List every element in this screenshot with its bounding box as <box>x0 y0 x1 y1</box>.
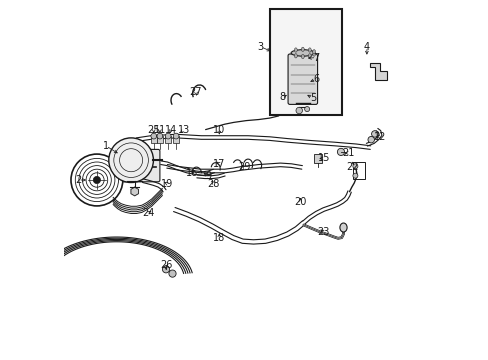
Text: 2: 2 <box>75 175 81 185</box>
Text: 20: 20 <box>293 197 306 207</box>
Bar <box>157 136 163 143</box>
Ellipse shape <box>308 48 310 52</box>
Circle shape <box>165 133 171 139</box>
Text: 11: 11 <box>153 125 166 135</box>
Text: 22: 22 <box>346 162 358 172</box>
Text: 4: 4 <box>363 42 369 52</box>
FancyBboxPatch shape <box>122 149 160 182</box>
Text: 8: 8 <box>279 92 285 102</box>
Text: 21: 21 <box>342 148 354 158</box>
Circle shape <box>304 107 309 112</box>
Text: 19: 19 <box>161 179 173 189</box>
Bar <box>165 136 171 143</box>
Text: 16: 16 <box>186 168 198 178</box>
Text: 3: 3 <box>257 42 263 52</box>
Ellipse shape <box>301 47 304 51</box>
Text: 29: 29 <box>238 162 250 172</box>
Circle shape <box>93 176 101 184</box>
Circle shape <box>337 148 344 156</box>
Text: 9: 9 <box>205 171 211 181</box>
Ellipse shape <box>290 50 314 56</box>
Ellipse shape <box>308 54 310 58</box>
Ellipse shape <box>301 54 304 59</box>
Ellipse shape <box>312 52 315 56</box>
Text: 7: 7 <box>313 53 319 63</box>
Bar <box>151 136 156 143</box>
Text: 12: 12 <box>374 132 386 142</box>
Circle shape <box>173 133 179 139</box>
Ellipse shape <box>339 223 346 232</box>
Text: 14: 14 <box>164 125 177 135</box>
Polygon shape <box>131 187 138 196</box>
Ellipse shape <box>294 48 297 52</box>
Ellipse shape <box>294 54 297 58</box>
Circle shape <box>352 164 357 169</box>
Bar <box>269 9 341 115</box>
Text: 1: 1 <box>102 141 109 151</box>
Text: 15: 15 <box>317 153 329 163</box>
Circle shape <box>108 138 153 183</box>
Text: 26: 26 <box>160 260 172 270</box>
FancyBboxPatch shape <box>287 54 317 104</box>
Text: 10: 10 <box>213 125 225 135</box>
Circle shape <box>162 266 169 273</box>
Bar <box>352 162 365 179</box>
Circle shape <box>168 270 176 277</box>
Circle shape <box>371 131 377 137</box>
Text: 6: 6 <box>313 74 319 84</box>
Circle shape <box>151 133 156 139</box>
Text: 13: 13 <box>178 125 190 135</box>
Text: 17: 17 <box>213 159 225 169</box>
Text: 18: 18 <box>213 233 225 243</box>
Text: 27: 27 <box>189 87 202 97</box>
Circle shape <box>157 133 163 139</box>
Circle shape <box>367 136 374 143</box>
Ellipse shape <box>312 50 315 54</box>
Circle shape <box>295 107 302 114</box>
Circle shape <box>352 173 357 178</box>
Bar <box>313 154 321 163</box>
Text: 25: 25 <box>147 125 160 135</box>
Text: 23: 23 <box>317 227 329 237</box>
Polygon shape <box>369 63 386 80</box>
Text: 24: 24 <box>142 208 154 218</box>
Text: 5: 5 <box>309 93 315 103</box>
Bar <box>173 136 179 143</box>
Text: 28: 28 <box>207 179 220 189</box>
